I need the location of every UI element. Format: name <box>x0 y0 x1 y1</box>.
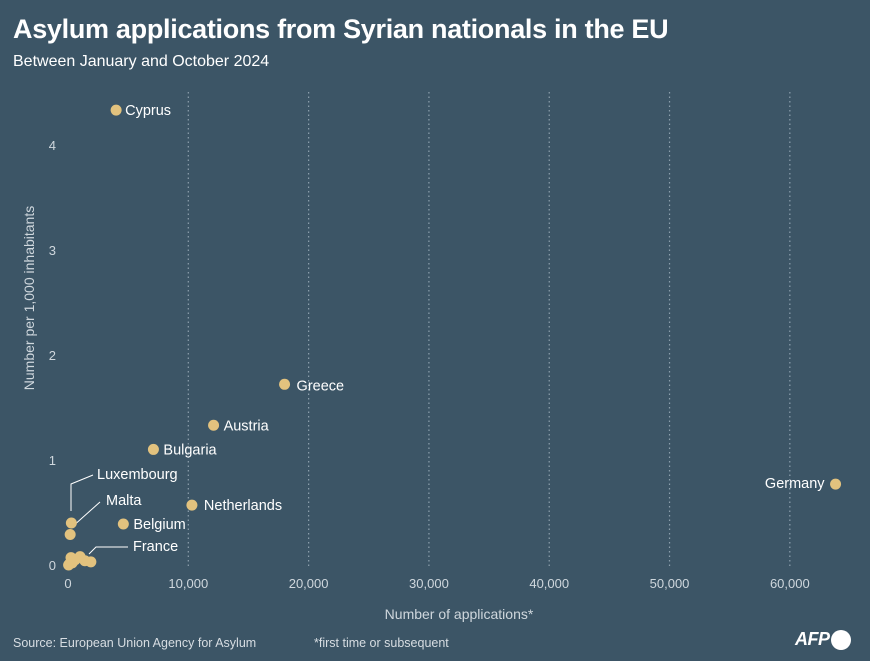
y-tick-label: 0 <box>49 558 56 573</box>
point-label: Cyprus <box>125 103 171 119</box>
y-tick-label: 2 <box>49 348 56 363</box>
point-label: Greece <box>297 378 345 394</box>
chart-subtitle: Between January and October 2024 <box>13 53 270 70</box>
logo-circle-icon <box>830 629 851 650</box>
y-tick-label: 4 <box>49 138 56 153</box>
point-bulgaria <box>147 443 159 455</box>
point-unlabeled <box>63 559 75 571</box>
point-label: Austria <box>224 418 270 434</box>
point-luxembourg <box>65 517 77 529</box>
grid-lines <box>187 92 791 567</box>
point-greece <box>279 378 291 390</box>
afp-logo: AFP <box>795 629 851 650</box>
point-label: Belgium <box>133 517 185 533</box>
data-points <box>63 104 842 571</box>
x-tick-label: 10,000 <box>168 576 208 591</box>
y-tick-label: 1 <box>49 453 56 468</box>
callout-lines <box>70 474 128 555</box>
point-austria <box>208 419 220 431</box>
point-unlabeled <box>79 555 91 567</box>
x-tick-label: 50,000 <box>650 576 690 591</box>
point-label: Malta <box>106 493 142 509</box>
point-germany <box>830 478 842 490</box>
x-tick-label: 20,000 <box>289 576 329 591</box>
point-label: Bulgaria <box>163 442 217 458</box>
callout-line <box>70 474 94 511</box>
point-labels: Cyprus Greece Austria Bulgaria Germany Nether… <box>97 103 825 555</box>
point-label: Netherlands <box>204 498 282 514</box>
chart-title: Asylum applications from Syrian national… <box>13 14 669 44</box>
y-axis-label: Number per 1,000 inhabitants <box>21 206 37 390</box>
x-tick-label: 60,000 <box>770 576 810 591</box>
point-label: Luxembourg <box>97 467 178 483</box>
axis-ticks: 0 10,000 20,000 30,000 40,000 50,000 60,000 0 1 2… <box>49 138 810 591</box>
point-netherlands <box>186 499 198 511</box>
point-label: France <box>133 539 178 555</box>
point-belgium <box>117 518 129 530</box>
point-cyprus <box>110 104 122 116</box>
x-tick-label: 0 <box>64 576 71 591</box>
logo-text: AFP <box>795 629 830 649</box>
y-tick-label: 3 <box>49 243 56 258</box>
source-note: Source: European Union Agency for Asylum <box>13 636 257 650</box>
x-axis-label: Number of applications* <box>385 606 534 622</box>
callout-line <box>88 546 128 555</box>
x-tick-label: 30,000 <box>409 576 449 591</box>
point-label: Germany <box>765 476 825 492</box>
x-tick-label: 40,000 <box>529 576 569 591</box>
footnote: *first time or subsequent <box>314 636 449 650</box>
point-malta <box>64 529 76 541</box>
